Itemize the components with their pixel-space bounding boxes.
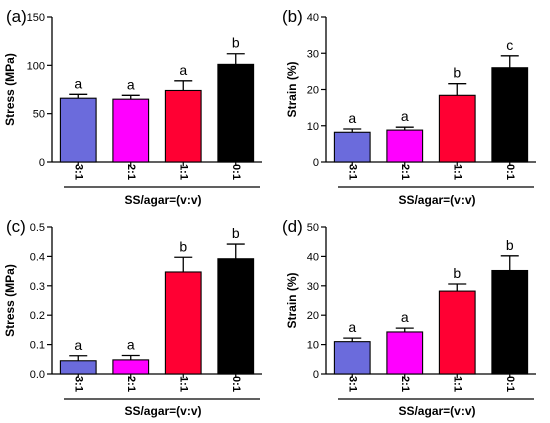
bar-1-1: [164, 89, 202, 163]
y-tick-label: 30: [307, 48, 319, 60]
x-tick-label: 0:1: [504, 164, 516, 180]
y-tick-label: 50: [33, 109, 45, 121]
bar-2-1: [112, 98, 150, 163]
x-axis-title: SS/agar=(v:v): [124, 404, 201, 418]
y-axis-title: Stress (MPa): [3, 264, 17, 337]
x-tick-label: 2:1: [125, 164, 137, 180]
y-tick-label: 0.1: [30, 340, 45, 352]
y-tick-label: 0.0: [30, 369, 45, 381]
bar-1-1: [164, 271, 202, 375]
y-tick-label: 30: [307, 281, 319, 293]
x-axis-title: SS/agar=(v:v): [398, 193, 475, 207]
bar-0-1: [491, 269, 529, 375]
y-tick-label: 150: [27, 12, 45, 24]
significance-label: b: [232, 35, 240, 51]
x-tick-label: 2:1: [125, 376, 137, 392]
significance-label: a: [348, 319, 356, 335]
significance-label: b: [506, 237, 514, 253]
bar-1-1: [438, 94, 476, 163]
x-tick-label: 1:1: [177, 376, 189, 392]
significance-label: a: [74, 75, 82, 91]
x-tick-label: 1:1: [451, 376, 463, 392]
bar-0-1: [217, 63, 255, 163]
y-tick-label: 20: [307, 85, 319, 97]
bar-1-1: [438, 290, 476, 375]
bar-3-1: [59, 97, 97, 163]
chart-panel-1: (a) 0 50 100 150 Stress (MPa) a 3:1 a 2:1 a 1:1 b 0:1…: [3, 7, 262, 207]
x-tick-label: 3:1: [346, 164, 358, 180]
significance-label: a: [401, 108, 409, 124]
significance-label: a: [74, 337, 82, 353]
significance-label: a: [348, 110, 356, 126]
y-tick-label: 10: [307, 121, 319, 133]
x-tick-label: 0:1: [230, 376, 242, 392]
x-tick-label: 1:1: [177, 164, 189, 180]
x-tick-label: 2:1: [399, 164, 411, 180]
x-tick-label: 0:1: [230, 164, 242, 180]
bar-3-1: [59, 360, 97, 375]
chart-panel-4: (d) 0 10 20 30 40 50 Strain (%) a 3:1 a 2:1 b 1:1 b 0:1…: [282, 217, 536, 418]
bar-3-1: [333, 131, 371, 163]
y-axis-title: Stress (MPa): [3, 53, 17, 126]
significance-label: a: [127, 76, 135, 92]
bar-0-1: [491, 67, 529, 163]
panel-label: (a): [6, 7, 27, 26]
significance-label: c: [506, 37, 513, 53]
significance-label: b: [453, 65, 461, 81]
x-tick-label: 0:1: [504, 376, 516, 392]
x-tick-label: 3:1: [72, 376, 84, 392]
chart-panel-3: (c) 0.0 0.1 0.2 0.3 0.4 0.5 Stress (MPa) a 3:1 a 2:…: [3, 217, 262, 418]
y-axis-title: Strain (%): [285, 61, 299, 117]
x-tick-label: 2:1: [399, 376, 411, 392]
x-tick-label: 1:1: [451, 164, 463, 180]
chart-panel-2: (b) 0 10 20 30 40 Strain (%) a 3:1 a 2:1 b 1:1 c 0:1 SS…: [282, 7, 536, 207]
x-axis-title: SS/agar=(v:v): [124, 193, 201, 207]
bar-2-1: [386, 331, 424, 375]
x-axis-title: SS/agar=(v:v): [398, 404, 475, 418]
bar-2-1: [386, 129, 424, 163]
bar-0-1: [217, 258, 255, 375]
y-tick-label: 0.2: [30, 310, 45, 322]
y-tick-label: 0.4: [30, 251, 45, 263]
y-tick-label: 40: [307, 251, 319, 263]
y-tick-label: 20: [307, 310, 319, 322]
y-tick-label: 0: [313, 157, 319, 169]
y-tick-label: 0.3: [30, 281, 45, 293]
y-axis-title: Strain (%): [285, 272, 299, 328]
significance-label: a: [179, 62, 187, 78]
y-tick-label: 100: [27, 60, 45, 72]
significance-label: a: [401, 309, 409, 325]
significance-label: a: [127, 336, 135, 352]
y-tick-label: 0: [313, 369, 319, 381]
y-tick-label: 40: [307, 12, 319, 24]
panel-label: (d): [282, 217, 303, 236]
x-tick-label: 3:1: [72, 164, 84, 180]
y-tick-label: 50: [307, 222, 319, 234]
panel-label: (b): [282, 7, 303, 26]
bar-2-1: [112, 359, 150, 375]
bar-3-1: [333, 341, 371, 375]
significance-label: b: [179, 238, 187, 254]
panel-label: (c): [6, 217, 26, 236]
significance-label: b: [453, 265, 461, 281]
x-tick-label: 3:1: [346, 376, 358, 392]
y-tick-label: 0.5: [30, 222, 45, 234]
y-tick-label: 10: [307, 340, 319, 352]
significance-label: b: [232, 225, 240, 241]
y-tick-label: 0: [39, 157, 45, 169]
